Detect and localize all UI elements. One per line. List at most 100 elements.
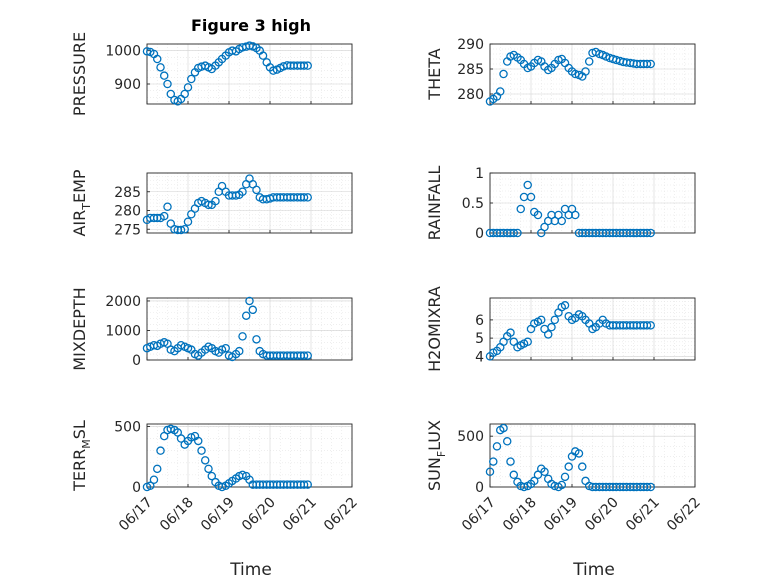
data-point [221, 343, 230, 353]
y-tick-label: 4 [475, 349, 484, 365]
data-point [506, 328, 515, 337]
data-point [166, 89, 176, 99]
data-point [245, 296, 254, 306]
data-point [523, 337, 532, 347]
data-point [166, 424, 176, 434]
x-tick-label: 06/20 [239, 495, 279, 535]
data-point [152, 54, 162, 64]
data-point [176, 340, 186, 350]
data-point [217, 345, 227, 354]
panel-rainfall: 0 0.5 1 RAINFALL [425, 166, 696, 242]
data-point [581, 476, 590, 486]
data-point [571, 210, 580, 220]
x-tick-label: 06/18 [157, 495, 197, 535]
data-point [163, 202, 172, 211]
x-tick-label: 06/17 [459, 495, 499, 535]
panel-sun_flux: 0 500 06/17 06/18 06/19 06/20 06/21 06/22 SUNFLU… [425, 420, 704, 534]
x-tick-label: 06/22 [664, 495, 704, 535]
data-point [156, 446, 165, 455]
y-label-part: TERR [70, 449, 89, 492]
data-point [187, 433, 196, 442]
data-point [231, 191, 241, 200]
data-point [204, 200, 213, 210]
y-tick-label: 280 [114, 204, 141, 220]
axes-box [146, 172, 353, 234]
x-tick-label: 06/18 [500, 495, 540, 535]
figure-title: Figure 3 high [191, 16, 311, 35]
data-point [540, 222, 549, 232]
y-tick-label: 0 [132, 480, 141, 496]
y-label-subscript: T [80, 203, 93, 211]
data-point [519, 482, 529, 492]
data-point [238, 470, 247, 480]
data-point [495, 87, 505, 96]
data-point [537, 315, 546, 325]
data-point [560, 301, 570, 310]
data-point [557, 480, 567, 490]
data-point [506, 457, 515, 466]
y-axis-label-h2omixra: H2OMIXRA [425, 286, 444, 372]
data-point [252, 335, 261, 344]
data-point [238, 332, 247, 341]
panel-air_temp: 275 280 285 AIRTEMP [70, 169, 353, 238]
data-point [499, 423, 508, 433]
y-label-part: LUX [425, 420, 444, 451]
data-point [646, 59, 655, 69]
data-point [197, 446, 206, 455]
data-point [550, 315, 560, 325]
y-tick-label: 900 [114, 77, 141, 93]
data-point [540, 467, 549, 477]
x-tick-label: 06/21 [280, 495, 320, 535]
x-tick-label: 06/21 [623, 495, 663, 535]
data-point [646, 228, 655, 238]
y-axis-label-theta: THETA [425, 48, 444, 100]
axes-box [489, 43, 696, 105]
y-tick-label: 500 [114, 419, 141, 435]
data-point [516, 204, 526, 214]
panel-mixdepth: 0 1000 2000 MIXDEPTH [70, 287, 353, 371]
y-label-subscript: M [80, 439, 93, 449]
y-axis-label-rainfall: RAINFALL [425, 166, 444, 241]
data-point [241, 311, 251, 320]
data-point [547, 322, 556, 332]
data-point [269, 66, 278, 75]
data-point [156, 63, 165, 72]
data-point [211, 196, 220, 206]
data-point [303, 480, 312, 489]
y-label-part: EMP [70, 169, 89, 203]
panel-terr_msl: 0 500 06/17 06/18 06/19 06/20 06/21 06/22 TERRMS… [70, 419, 361, 534]
y-tick-label: 1000 [105, 323, 141, 339]
data-point [489, 457, 498, 466]
data-point [207, 471, 217, 481]
x-tick-label: 06/22 [321, 495, 361, 535]
y-tick-label: 290 [457, 37, 484, 53]
axes-box [489, 297, 696, 361]
data-point [299, 61, 309, 70]
data-point [299, 351, 309, 360]
data-point [152, 464, 162, 474]
x-axis-label-left: Time [229, 560, 272, 580]
data-point [193, 436, 203, 446]
data-point [642, 482, 652, 492]
x-axis-label-right: Time [572, 560, 615, 580]
data-point [303, 61, 312, 70]
data-point [530, 476, 539, 486]
data-point [578, 462, 587, 471]
y-axis-label-pressure: PRESSURE [70, 32, 89, 116]
data-point [238, 187, 247, 196]
data-point [303, 351, 312, 360]
y-tick-label: 0 [475, 226, 484, 242]
data-point [509, 228, 519, 238]
y-tick-label: 0 [132, 353, 141, 369]
y-tick-label: 1 [475, 166, 484, 182]
data-point [581, 67, 590, 76]
y-tick-label: 6 [475, 313, 484, 329]
data-point [642, 59, 652, 69]
data-point [564, 462, 573, 471]
y-axis-label-terr_msl: TERRMSL [70, 420, 93, 492]
x-tick-label: 06/19 [198, 495, 238, 535]
data-point [560, 472, 570, 482]
data-point [159, 71, 169, 80]
y-tick-label: 500 [457, 429, 484, 445]
